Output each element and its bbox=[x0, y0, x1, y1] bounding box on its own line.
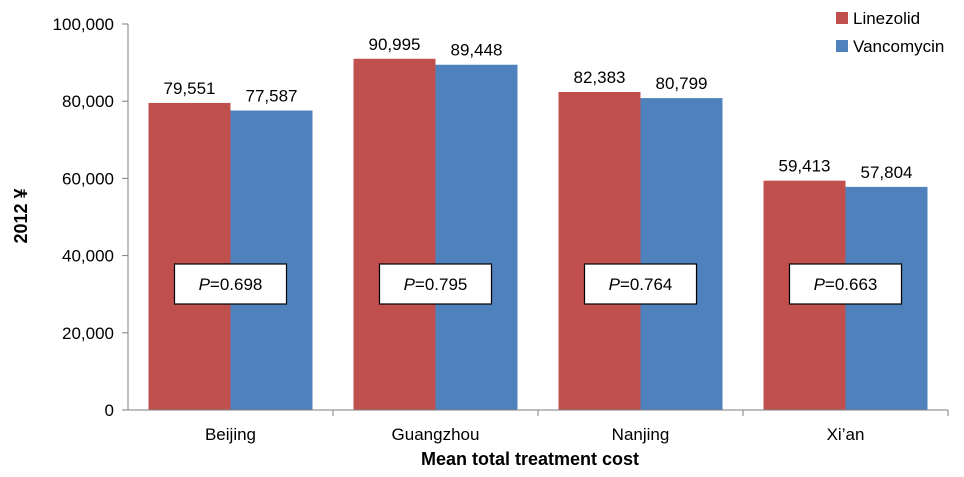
data-label-vancomycin-4: 57,804 bbox=[861, 163, 913, 182]
bar-vancomycin-3 bbox=[640, 98, 723, 411]
x-axis-title: Mean total treatment cost bbox=[421, 449, 639, 469]
y-tick-label: 20,000 bbox=[62, 324, 114, 343]
y-tick-label: 0 bbox=[105, 401, 114, 420]
p-value-box bbox=[583, 263, 698, 305]
legend-label-vancomycin: Vancomycin bbox=[853, 37, 944, 56]
bar-vancomycin-2 bbox=[435, 64, 518, 411]
p-value-prefix: P bbox=[609, 275, 621, 294]
bar-vancomycin-1 bbox=[230, 110, 313, 410]
data-label-vancomycin-1: 77,587 bbox=[246, 87, 298, 106]
y-tick-label: 100,000 bbox=[53, 15, 114, 34]
y-tick-label: 40,000 bbox=[62, 247, 114, 266]
bar-linezolid-2 bbox=[353, 58, 436, 410]
p-value-number: =0.764 bbox=[620, 275, 672, 294]
p-value-prefix: P bbox=[814, 275, 826, 294]
data-label-linezolid-3: 82,383 bbox=[574, 68, 626, 87]
p-value-box bbox=[173, 263, 288, 305]
p-value-text: P=0.795 bbox=[404, 275, 468, 294]
p-value-box bbox=[788, 263, 903, 305]
x-tick-label: Nanjing bbox=[612, 425, 670, 444]
p-value-text: P=0.764 bbox=[609, 275, 673, 294]
data-label-vancomycin-2: 89,448 bbox=[451, 41, 503, 60]
bar-linezolid-3 bbox=[558, 92, 641, 410]
annotations-layer: P=0.698 P=0.795 P=0.764 P=0.663 bbox=[173, 263, 903, 305]
data-label-linezolid-1: 79,551 bbox=[164, 79, 216, 98]
p-value-text: P=0.698 bbox=[199, 275, 263, 294]
data-label-linezolid-2: 90,995 bbox=[369, 35, 421, 54]
p-value-prefix: P bbox=[199, 275, 211, 294]
bars-layer bbox=[148, 58, 928, 411]
bar-linezolid-1 bbox=[148, 102, 231, 411]
x-tick-label: Beijing bbox=[205, 425, 256, 444]
data-label-linezolid-4: 59,413 bbox=[779, 157, 831, 176]
legend-swatch-vancomycin bbox=[836, 40, 848, 52]
p-value-number: =0.698 bbox=[210, 275, 262, 294]
y-axis-title: 2012 ¥ bbox=[11, 188, 31, 243]
p-value-number: =0.795 bbox=[415, 275, 467, 294]
y-tick-label: 60,000 bbox=[62, 169, 114, 188]
p-value-prefix: P bbox=[404, 275, 416, 294]
labels-layer: 79,551 77,587 90,995 89,448 82,383 80,799 59,4… bbox=[164, 35, 913, 182]
legend-label-linezolid: Linezolid bbox=[853, 9, 920, 28]
x-tick-label: Xi’an bbox=[827, 425, 865, 444]
axes-layer: Beijing Guangzhou Nanjing Xi’an 0 20,000 40,00… bbox=[53, 15, 949, 444]
x-tick-label: Guangzhou bbox=[392, 425, 480, 444]
legend-swatch-linezolid bbox=[836, 12, 848, 24]
p-value-number: =0.663 bbox=[825, 275, 877, 294]
p-value-box bbox=[378, 263, 493, 305]
legend: Linezolid Vancomycin bbox=[836, 9, 944, 56]
y-tick-label: 80,000 bbox=[62, 92, 114, 111]
p-value-text: P=0.663 bbox=[814, 275, 878, 294]
data-label-vancomycin-3: 80,799 bbox=[656, 74, 708, 93]
